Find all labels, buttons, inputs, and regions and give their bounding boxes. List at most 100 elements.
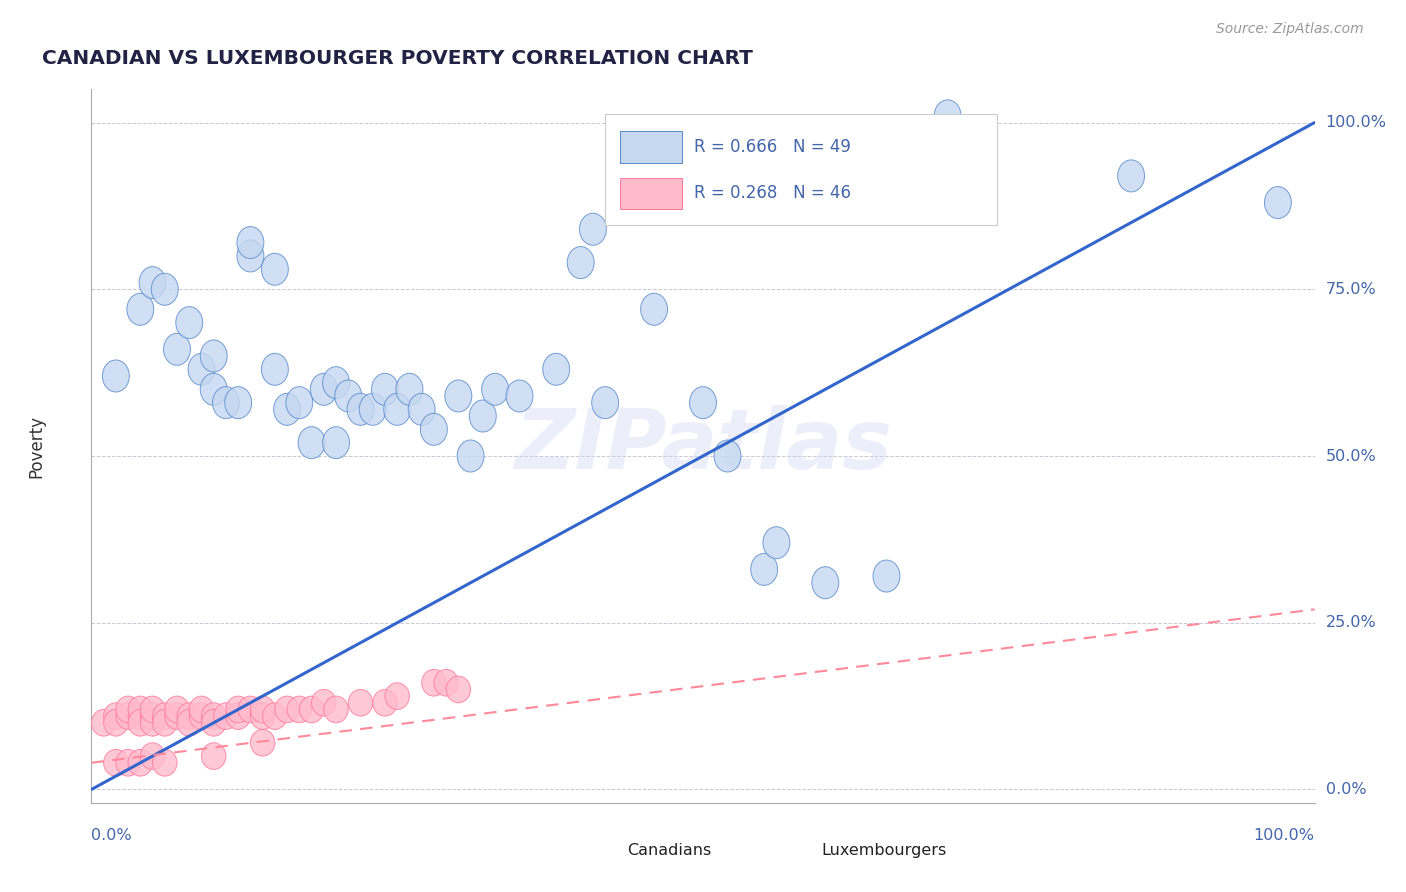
- Text: 75.0%: 75.0%: [1326, 282, 1376, 297]
- Ellipse shape: [373, 690, 396, 716]
- Ellipse shape: [371, 374, 398, 405]
- Ellipse shape: [641, 293, 668, 326]
- Ellipse shape: [689, 386, 717, 418]
- Ellipse shape: [226, 703, 250, 730]
- Text: 100.0%: 100.0%: [1254, 828, 1315, 843]
- Ellipse shape: [422, 669, 446, 696]
- Text: Luxembourgers: Luxembourgers: [821, 843, 946, 858]
- Text: 100.0%: 100.0%: [1326, 115, 1386, 130]
- Ellipse shape: [250, 730, 276, 756]
- Ellipse shape: [276, 696, 299, 723]
- Ellipse shape: [592, 386, 619, 418]
- Ellipse shape: [262, 353, 288, 385]
- Ellipse shape: [139, 267, 166, 299]
- FancyBboxPatch shape: [763, 838, 820, 863]
- Ellipse shape: [104, 709, 128, 736]
- Ellipse shape: [115, 703, 141, 730]
- Ellipse shape: [543, 353, 569, 385]
- Ellipse shape: [714, 440, 741, 472]
- Ellipse shape: [384, 393, 411, 425]
- Ellipse shape: [200, 374, 228, 405]
- Ellipse shape: [128, 749, 153, 776]
- FancyBboxPatch shape: [620, 178, 682, 209]
- Ellipse shape: [312, 690, 336, 716]
- Ellipse shape: [165, 696, 190, 723]
- Text: 25.0%: 25.0%: [1326, 615, 1376, 631]
- Ellipse shape: [1264, 186, 1291, 219]
- Ellipse shape: [201, 709, 226, 736]
- Ellipse shape: [335, 380, 361, 412]
- Ellipse shape: [128, 703, 153, 730]
- Ellipse shape: [177, 709, 201, 736]
- Ellipse shape: [212, 386, 239, 418]
- Ellipse shape: [214, 703, 238, 730]
- Ellipse shape: [103, 360, 129, 392]
- Text: Canadians: Canadians: [627, 843, 711, 858]
- Ellipse shape: [165, 703, 190, 730]
- Ellipse shape: [177, 703, 201, 730]
- Ellipse shape: [506, 380, 533, 412]
- Ellipse shape: [141, 743, 165, 770]
- Ellipse shape: [152, 703, 177, 730]
- Ellipse shape: [115, 696, 141, 723]
- Ellipse shape: [250, 696, 276, 723]
- Ellipse shape: [190, 696, 214, 723]
- Ellipse shape: [104, 703, 128, 730]
- Ellipse shape: [408, 393, 434, 425]
- Ellipse shape: [322, 367, 350, 399]
- Text: 0.0%: 0.0%: [1326, 782, 1367, 797]
- Ellipse shape: [176, 307, 202, 339]
- Ellipse shape: [115, 749, 141, 776]
- Ellipse shape: [274, 393, 301, 425]
- Ellipse shape: [152, 273, 179, 305]
- Ellipse shape: [91, 709, 115, 736]
- Text: 50.0%: 50.0%: [1326, 449, 1376, 464]
- Ellipse shape: [238, 240, 264, 272]
- Ellipse shape: [444, 380, 472, 412]
- Ellipse shape: [751, 553, 778, 585]
- Ellipse shape: [763, 526, 790, 558]
- Ellipse shape: [420, 413, 447, 445]
- Text: R = 0.666   N = 49: R = 0.666 N = 49: [695, 138, 851, 156]
- Ellipse shape: [287, 696, 312, 723]
- Ellipse shape: [934, 100, 962, 132]
- Ellipse shape: [152, 709, 177, 736]
- Text: CANADIAN VS LUXEMBOURGER POVERTY CORRELATION CHART: CANADIAN VS LUXEMBOURGER POVERTY CORRELA…: [42, 49, 754, 68]
- FancyBboxPatch shape: [568, 838, 624, 863]
- Ellipse shape: [128, 696, 153, 723]
- Ellipse shape: [628, 194, 655, 226]
- Ellipse shape: [470, 400, 496, 432]
- Ellipse shape: [322, 426, 350, 458]
- Ellipse shape: [226, 696, 250, 723]
- Text: ZIPatlas: ZIPatlas: [515, 406, 891, 486]
- Ellipse shape: [482, 374, 509, 405]
- Ellipse shape: [457, 440, 484, 472]
- Ellipse shape: [434, 669, 458, 696]
- Ellipse shape: [238, 696, 263, 723]
- Ellipse shape: [128, 709, 153, 736]
- Text: 0.0%: 0.0%: [91, 828, 132, 843]
- Ellipse shape: [446, 676, 471, 703]
- Ellipse shape: [141, 703, 165, 730]
- Ellipse shape: [127, 293, 153, 326]
- Ellipse shape: [396, 374, 423, 405]
- Ellipse shape: [285, 386, 312, 418]
- Ellipse shape: [262, 253, 288, 285]
- Ellipse shape: [873, 560, 900, 592]
- Ellipse shape: [1118, 160, 1144, 192]
- Ellipse shape: [299, 696, 323, 723]
- Ellipse shape: [298, 426, 325, 458]
- Ellipse shape: [141, 709, 165, 736]
- Ellipse shape: [152, 749, 177, 776]
- Ellipse shape: [201, 743, 226, 770]
- Ellipse shape: [188, 353, 215, 385]
- Ellipse shape: [201, 703, 226, 730]
- Text: R = 0.268   N = 46: R = 0.268 N = 46: [695, 185, 852, 202]
- Text: Poverty: Poverty: [27, 415, 45, 477]
- Ellipse shape: [349, 690, 373, 716]
- Ellipse shape: [141, 696, 165, 723]
- Ellipse shape: [250, 703, 276, 730]
- Text: Source: ZipAtlas.com: Source: ZipAtlas.com: [1216, 22, 1364, 37]
- Ellipse shape: [104, 749, 128, 776]
- Ellipse shape: [163, 334, 190, 366]
